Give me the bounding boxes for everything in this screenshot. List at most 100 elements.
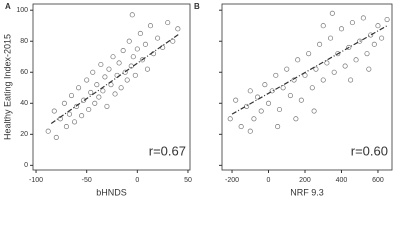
point <box>175 26 181 32</box>
point <box>291 77 297 83</box>
x-tick-label: -100 <box>29 177 43 184</box>
point <box>88 89 94 95</box>
point <box>51 108 57 114</box>
point <box>110 54 116 60</box>
x-tick-label: 50 <box>184 177 192 184</box>
point <box>269 88 275 94</box>
point <box>86 106 92 113</box>
point <box>276 106 283 113</box>
point <box>53 134 59 140</box>
y-tick-label: 0 <box>24 162 28 169</box>
panel-label: B <box>194 2 200 11</box>
annotation: r=0.67 <box>149 143 186 158</box>
point <box>106 66 112 72</box>
point <box>353 57 359 63</box>
point <box>331 69 337 75</box>
point <box>293 116 299 122</box>
point <box>84 77 90 83</box>
point <box>360 15 366 21</box>
point <box>371 41 377 47</box>
point <box>81 97 87 103</box>
fit-line <box>50 32 181 124</box>
point <box>255 94 261 100</box>
point <box>66 111 73 117</box>
plot-frame <box>221 3 393 171</box>
fit-line <box>231 25 388 115</box>
point <box>244 103 250 109</box>
point <box>335 51 341 57</box>
point <box>122 69 128 75</box>
point <box>116 60 122 66</box>
point <box>90 69 96 75</box>
point <box>379 35 385 41</box>
point <box>94 82 100 88</box>
x-axis-label: NRF 9.3 <box>290 187 324 197</box>
point <box>320 77 326 83</box>
point <box>384 16 390 23</box>
point <box>295 57 301 63</box>
point <box>104 103 110 109</box>
point <box>124 77 130 83</box>
point <box>130 54 136 60</box>
point <box>247 128 253 134</box>
point <box>357 38 363 44</box>
point <box>366 66 372 72</box>
y-tick-label: 40 <box>20 100 28 107</box>
point <box>132 72 138 78</box>
point <box>68 92 75 99</box>
figure: A -100 -50 0 50 0 20 40 60 80 100 r=0.67 bHNDS Health… <box>2 2 393 197</box>
point <box>137 30 143 37</box>
point <box>112 91 118 97</box>
y-tick-label: 100 <box>16 7 28 14</box>
point <box>92 100 98 106</box>
point <box>298 97 304 103</box>
x-tick-label: 600 <box>372 177 384 184</box>
point <box>126 38 132 44</box>
point <box>342 63 348 69</box>
point <box>349 20 355 26</box>
point <box>155 35 161 41</box>
point <box>98 61 104 68</box>
x-tick-label: 0 <box>267 177 271 184</box>
point <box>100 88 106 94</box>
point <box>63 124 69 130</box>
point <box>74 103 80 109</box>
point <box>71 119 78 125</box>
point <box>287 92 293 99</box>
point <box>165 20 171 26</box>
point <box>61 100 67 106</box>
point <box>364 51 370 57</box>
point <box>320 23 326 29</box>
point <box>129 12 135 18</box>
x-tick-label: 400 <box>336 177 348 184</box>
point <box>45 128 51 134</box>
point <box>309 85 315 91</box>
point <box>227 116 233 122</box>
point <box>258 108 264 114</box>
point <box>329 10 335 16</box>
point <box>142 41 148 47</box>
x-tick-label: -50 <box>82 177 92 184</box>
point <box>306 51 312 57</box>
y-axis-label: Healthy Eating Index-2015 <box>2 34 12 140</box>
point <box>134 46 140 52</box>
x-tick-label: 200 <box>299 177 311 184</box>
point <box>233 97 239 103</box>
point <box>247 88 253 94</box>
point <box>238 124 244 130</box>
point <box>324 60 330 66</box>
point <box>147 23 154 29</box>
point <box>375 23 381 29</box>
point <box>346 44 352 50</box>
plot-frame <box>32 3 191 171</box>
point <box>273 72 279 78</box>
x-tick-label: -200 <box>225 177 239 184</box>
point <box>313 66 319 72</box>
point <box>79 113 85 119</box>
point <box>280 85 286 91</box>
x-tick-label: 0 <box>135 177 139 184</box>
y-tick-label: 20 <box>20 131 28 138</box>
point <box>120 47 126 54</box>
point <box>265 100 272 106</box>
point <box>102 74 108 80</box>
